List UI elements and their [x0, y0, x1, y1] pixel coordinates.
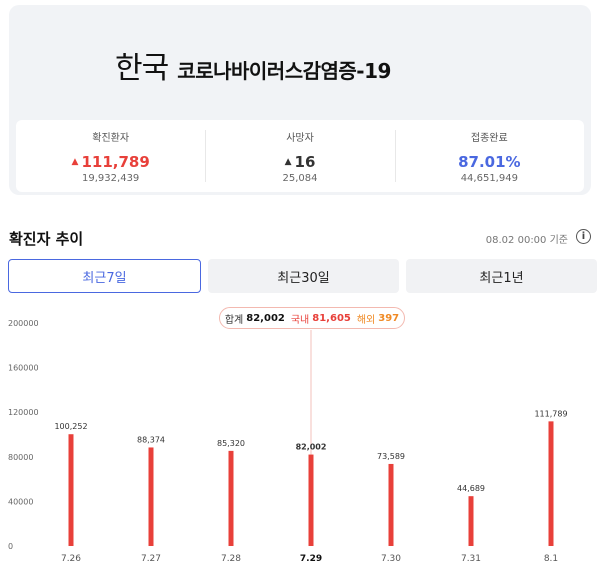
tab-7-days[interactable]: 최근7일: [8, 259, 201, 293]
stat-label: 확진환자: [92, 133, 130, 144]
y-tick-label: 160000: [8, 364, 39, 373]
x-tick-label: 7.26: [61, 554, 81, 564]
chart-bar[interactable]: [228, 450, 234, 546]
triangle-up-icon: ▲: [284, 157, 292, 167]
updated-time: 08.02 00:00 기준: [485, 235, 568, 246]
y-tick-label: 80000: [8, 453, 33, 462]
chart-bar[interactable]: [68, 434, 74, 546]
tooltip-domestic-label: 국내: [290, 314, 310, 326]
y-tick-label: 40000: [8, 497, 33, 506]
chart-bar[interactable]: [388, 463, 394, 546]
country-name: 한국: [115, 51, 169, 86]
period-tabs: 최근7일 최근30일 최근1년: [8, 259, 597, 293]
chart-bar[interactable]: [548, 421, 554, 546]
x-tick-label: 7.30: [381, 554, 401, 564]
x-tick-label: 7.27: [141, 554, 161, 564]
bar-value-label: 44,689: [457, 484, 485, 493]
tab-30-days[interactable]: 최근30일: [208, 259, 399, 293]
stat-total: 19,932,439: [82, 173, 140, 184]
bar-value-label: 111,789: [534, 409, 567, 418]
bar-value-label: 85,320: [217, 439, 245, 448]
stat-label: 접종완료: [470, 133, 508, 144]
x-tick-label: 7.31: [461, 554, 481, 564]
stat-value: 87.01%: [458, 153, 521, 171]
x-tick-label: 8.1: [544, 554, 558, 564]
stat-deaths: 사망자 ▲ 16 25,084: [205, 120, 394, 192]
y-tick-label: 0: [8, 542, 13, 551]
tooltip-domestic-value: 81,605: [312, 312, 351, 324]
tooltip-overseas-label: 해외: [356, 314, 376, 326]
bar-value-label: 73,589: [377, 452, 405, 461]
stat-total: 44,651,949: [460, 173, 518, 184]
tooltip-overseas-value: 397: [378, 312, 400, 324]
bar-value-label: 82,002: [296, 443, 327, 452]
y-tick-label: 120000: [8, 408, 39, 417]
stats-panel: 확진환자 ▲ 111,789 19,932,439 사망자 ▲ 16 25,084 …: [16, 120, 584, 192]
tab-1-year[interactable]: 최근1년: [406, 259, 597, 293]
chart-bar[interactable]: [468, 496, 474, 546]
info-circle-icon[interactable]: i: [576, 229, 591, 244]
summary-card: 한국 코로나바이러스감염증-19 확진환자 ▲ 111,789 19,932,43…: [9, 5, 591, 195]
stat-confirmed: 확진환자 ▲ 111,789 19,932,439: [16, 120, 205, 192]
stat-label: 사망자: [286, 133, 314, 144]
disease-name: 코로나바이러스감염증-19: [177, 59, 391, 83]
x-tick-label: 7.28: [221, 554, 241, 564]
chart-tooltip: 합계 82,002 국내 81,605 해외 397: [219, 307, 405, 329]
stat-value: 111,789: [81, 153, 150, 171]
stat-value: 16: [294, 153, 316, 171]
stat-vaccinated: 접종완료 87.01% 44,651,949: [394, 120, 584, 192]
triangle-up-icon: ▲: [71, 157, 79, 167]
stat-total: 25,084: [282, 173, 318, 184]
chart-bar[interactable]: [148, 447, 154, 546]
y-tick-label: 200000: [8, 319, 39, 328]
chart-bar[interactable]: [308, 454, 314, 546]
tooltip-total-value: 82,002: [246, 312, 285, 324]
page-title: 한국 코로나바이러스감염증-19: [115, 43, 391, 87]
section-title: 확진자 추이: [9, 230, 84, 248]
tooltip-total-label: 합계: [224, 314, 244, 326]
bar-value-label: 88,374: [137, 435, 165, 444]
x-tick-label: 7.29: [300, 554, 322, 564]
bar-value-label: 100,252: [54, 422, 87, 431]
